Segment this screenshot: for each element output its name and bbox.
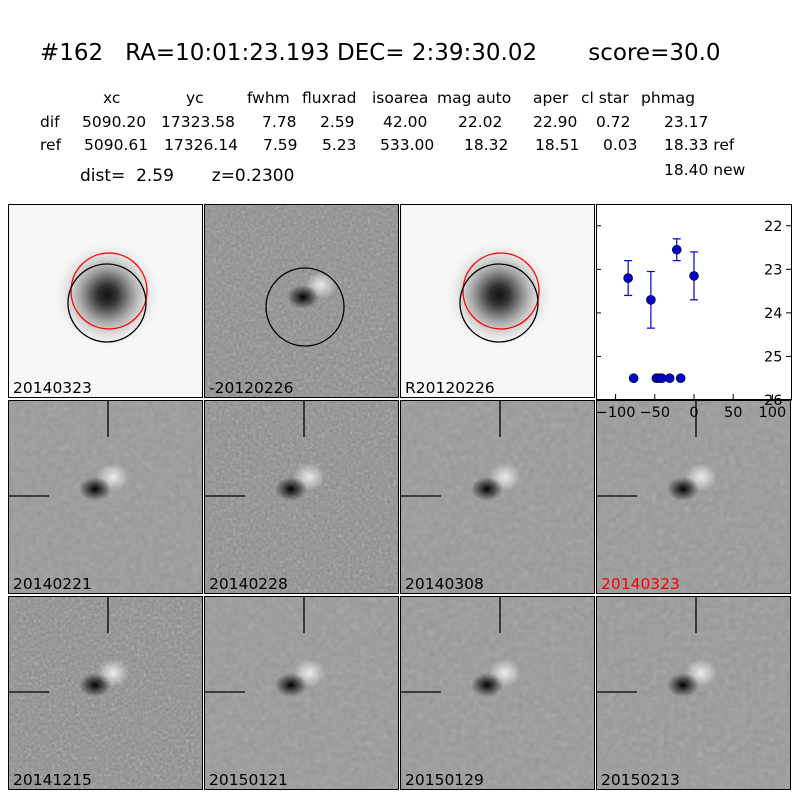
image-stamp: R20120226 <box>400 204 595 398</box>
row-label: ref <box>40 136 62 154</box>
page-title: #162 RA=10:01:23.193 DEC= 2:39:30.02 sco… <box>40 40 721 66</box>
x-tick-label: −50 <box>639 405 670 421</box>
column-header: fluxrad <box>302 89 357 107</box>
y-tick-label: 22 <box>764 219 782 235</box>
table-cell: 23.17 <box>664 113 709 131</box>
residual-dark <box>471 477 503 501</box>
stamp-image <box>9 401 202 593</box>
stamp-date-label: 20150121 <box>209 771 288 789</box>
residual-dark <box>667 673 699 697</box>
stamp-image <box>205 597 398 789</box>
stamp-date-label: 20150129 <box>405 771 484 789</box>
y-tick-label: 23 <box>764 262 782 278</box>
stamp-date-label: 20140221 <box>13 575 92 593</box>
residual-dark <box>471 673 503 697</box>
residual-dark <box>667 477 699 501</box>
column-header: fwhm <box>247 89 290 107</box>
data-point <box>623 273 633 283</box>
x-tick-label: 100 <box>759 405 787 421</box>
image-stamp: 20140221 <box>8 400 203 594</box>
table-cell: 22.90 <box>533 113 578 131</box>
stamp-date-label: R20120226 <box>405 379 495 397</box>
table-cell: 18.40 new <box>664 161 746 179</box>
stamp-date-label: 20140228 <box>209 575 288 593</box>
column-header: mag auto <box>437 89 512 107</box>
table-cell: 7.78 <box>262 113 297 131</box>
table-cell: 5.23 <box>322 136 357 154</box>
stamp-date-label: 20140323 <box>601 575 680 593</box>
stamp-date-label: 20140308 <box>405 575 484 593</box>
table-cell: 7.59 <box>263 136 298 154</box>
residual-dark <box>79 477 111 501</box>
image-stamp: -20120226 <box>204 204 399 398</box>
image-stamp: 20150121 <box>204 596 399 790</box>
x-tick-label: 50 <box>724 405 742 421</box>
stamp-date-label: -20120226 <box>209 379 294 397</box>
aperture-circle <box>265 267 345 347</box>
stamp-image <box>597 401 790 593</box>
stamp-date-label: 20150213 <box>601 771 680 789</box>
table-cell: 18.32 <box>464 136 509 154</box>
data-point <box>664 373 675 384</box>
data-point <box>689 271 699 281</box>
stamp-date-label: 20140323 <box>13 379 92 397</box>
residual-dark <box>287 285 319 309</box>
y-tick-label: 24 <box>764 306 782 322</box>
y-tick-label: 25 <box>764 349 782 365</box>
ref-aperture-circle <box>70 252 148 330</box>
image-stamp: 20150213 <box>596 596 791 790</box>
data-point <box>628 373 639 384</box>
column-header: xc <box>103 89 121 107</box>
residual-dark <box>79 673 111 697</box>
column-header: phmag <box>641 89 696 107</box>
table-cell: 17326.14 <box>164 136 238 154</box>
stamp-image <box>401 401 594 593</box>
x-tick-label: 0 <box>689 405 698 421</box>
column-header: isoarea <box>372 89 429 107</box>
stamp-image <box>9 597 202 789</box>
light-curve-svg: 22 23 24 25 26 −100 −50 0 50 100 <box>596 204 792 421</box>
stamp-image <box>597 597 790 789</box>
table-cell: 42.00 <box>383 113 428 131</box>
stamp-image <box>205 205 398 397</box>
stamp-image <box>9 205 202 397</box>
plot-frame <box>596 204 792 400</box>
table-cell: 0.03 <box>603 136 638 154</box>
stamp-image <box>401 205 594 397</box>
stamp-image <box>205 401 398 593</box>
data-point <box>646 295 656 305</box>
image-stamp: 20140308 <box>400 400 595 594</box>
image-stamp: 20140323 <box>596 400 791 594</box>
dif-aperture-circle <box>459 263 539 343</box>
ref-aperture-circle <box>462 252 540 330</box>
image-stamp: 20140323 <box>8 204 203 398</box>
table-cell: 22.02 <box>458 113 503 131</box>
stamp-date-label: 20141215 <box>13 771 92 789</box>
x-tick-label: −100 <box>596 405 636 421</box>
image-stamp: 20140228 <box>204 400 399 594</box>
dif-aperture-circle <box>67 263 147 343</box>
image-stamp: 20150129 <box>400 596 595 790</box>
column-header: aper <box>533 89 569 107</box>
residual-dark <box>275 673 307 697</box>
table-cell: 17323.58 <box>161 113 235 131</box>
distance-redshift: dist= 2.59 z=0.2300 <box>80 166 295 186</box>
residual-dark <box>275 477 307 501</box>
stamp-image <box>401 597 594 789</box>
data-point <box>671 244 682 255</box>
table-cell: 18.33 ref <box>664 136 735 154</box>
column-header: yc <box>186 89 204 107</box>
table-cell: 0.72 <box>596 113 631 131</box>
row-label: dif <box>40 113 60 131</box>
light-curve-plot: 22 23 24 25 26 −100 −50 0 50 100 <box>596 204 792 421</box>
table-cell: 5090.20 <box>82 113 147 131</box>
table-cell: 2.59 <box>320 113 355 131</box>
table-cell: 18.51 <box>535 136 580 154</box>
column-header: cl star <box>581 89 629 107</box>
table-cell: 533.00 <box>380 136 435 154</box>
image-stamp: 20141215 <box>8 596 203 790</box>
table-cell: 5090.61 <box>84 136 149 154</box>
y-tick-label: 26 <box>764 393 782 409</box>
data-point <box>675 373 686 384</box>
